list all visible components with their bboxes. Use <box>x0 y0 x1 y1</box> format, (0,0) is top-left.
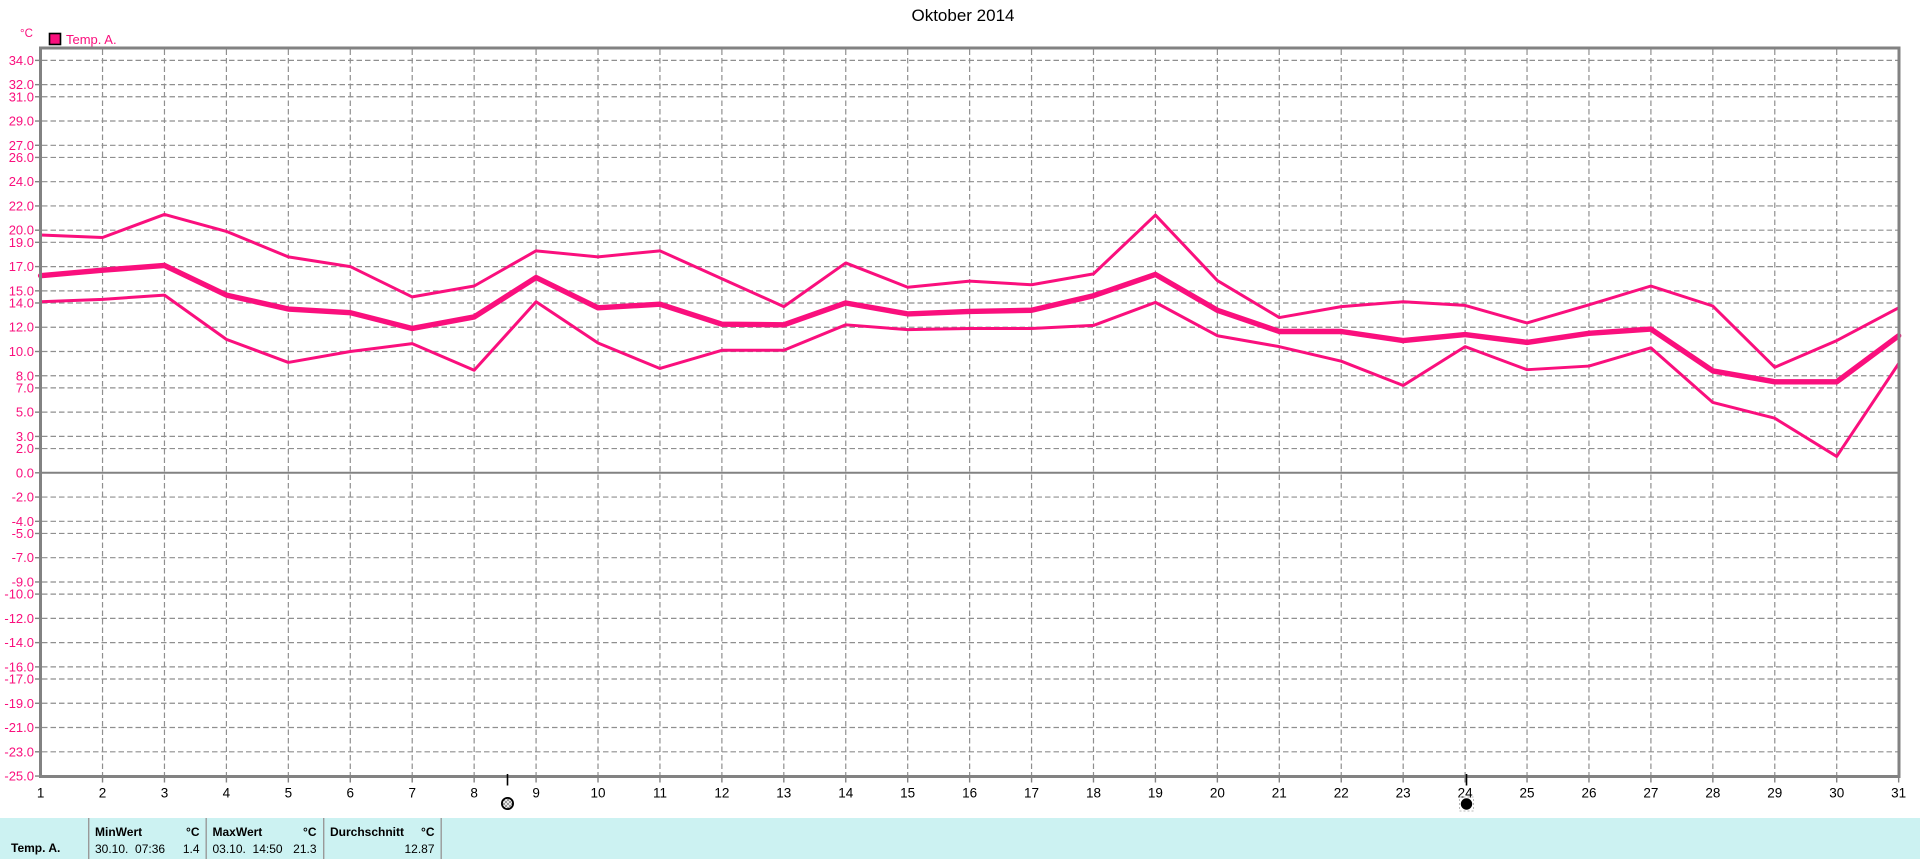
svg-text:-12.0: -12.0 <box>4 611 34 626</box>
svg-text:31.0: 31.0 <box>9 89 34 104</box>
svg-text:10.0: 10.0 <box>9 344 34 359</box>
svg-text:8: 8 <box>470 786 478 801</box>
svg-text:MinWert: MinWert <box>95 825 142 839</box>
svg-text:12.87: 12.87 <box>404 842 434 856</box>
svg-text:29.0: 29.0 <box>9 114 34 129</box>
svg-text:°C: °C <box>186 825 200 839</box>
svg-text:8.0: 8.0 <box>16 368 34 383</box>
svg-text:10: 10 <box>590 786 605 801</box>
svg-text:1: 1 <box>37 786 45 801</box>
svg-text:-2.0: -2.0 <box>12 490 34 505</box>
svg-text:°C: °C <box>20 28 33 40</box>
svg-text:-9.0: -9.0 <box>12 574 34 589</box>
svg-text:5: 5 <box>285 786 293 801</box>
svg-text:°C: °C <box>303 825 317 839</box>
svg-text:22: 22 <box>1334 786 1349 801</box>
svg-text:27: 27 <box>1643 786 1658 801</box>
svg-text:19.0: 19.0 <box>9 235 34 250</box>
svg-text:12: 12 <box>714 786 729 801</box>
svg-text:29: 29 <box>1767 786 1782 801</box>
svg-text:4: 4 <box>223 786 231 801</box>
svg-text:17: 17 <box>1024 786 1039 801</box>
svg-text:03.10. 14:50: 03.10. 14:50 <box>213 842 283 856</box>
svg-text:9: 9 <box>532 786 540 801</box>
svg-text:-21.0: -21.0 <box>4 720 34 735</box>
svg-text:24.0: 24.0 <box>9 174 34 189</box>
svg-text:6: 6 <box>347 786 355 801</box>
svg-text:16: 16 <box>962 786 977 801</box>
svg-text:31: 31 <box>1891 786 1906 801</box>
svg-text:25: 25 <box>1520 786 1535 801</box>
svg-text:-25.0: -25.0 <box>4 769 34 784</box>
svg-text:26.0: 26.0 <box>9 150 34 165</box>
svg-text:15.0: 15.0 <box>9 283 34 298</box>
svg-text:26: 26 <box>1581 786 1596 801</box>
svg-text:14.0: 14.0 <box>9 295 34 310</box>
svg-text:7.0: 7.0 <box>16 380 34 395</box>
svg-text:2: 2 <box>99 786 107 801</box>
svg-text:-23.0: -23.0 <box>4 744 34 759</box>
svg-text:21: 21 <box>1272 786 1287 801</box>
svg-text:Temp. A.: Temp. A. <box>11 841 60 855</box>
svg-text:3.0: 3.0 <box>16 429 34 444</box>
svg-text:-16.0: -16.0 <box>4 659 34 674</box>
svg-text:°C: °C <box>421 825 435 839</box>
svg-text:34.0: 34.0 <box>9 53 34 68</box>
svg-text:0.0: 0.0 <box>16 465 34 480</box>
svg-text:Temp. A.: Temp. A. <box>66 32 117 47</box>
svg-text:-5.0: -5.0 <box>12 526 34 541</box>
svg-text:22.0: 22.0 <box>9 198 34 213</box>
svg-text:27.0: 27.0 <box>9 138 34 153</box>
svg-text:-10.0: -10.0 <box>4 587 34 602</box>
svg-text:32.0: 32.0 <box>9 77 34 92</box>
svg-text:14: 14 <box>838 786 854 801</box>
svg-text:5.0: 5.0 <box>16 405 34 420</box>
svg-text:7: 7 <box>408 786 416 801</box>
svg-text:1.4: 1.4 <box>183 842 200 856</box>
svg-text:-19.0: -19.0 <box>4 696 34 711</box>
svg-text:-17.0: -17.0 <box>4 672 34 687</box>
svg-text:MaxWert: MaxWert <box>213 825 263 839</box>
svg-text:Oktober 2014: Oktober 2014 <box>911 6 1014 25</box>
svg-text:12.0: 12.0 <box>9 320 34 335</box>
svg-text:-14.0: -14.0 <box>4 635 34 650</box>
svg-text:13: 13 <box>776 786 791 801</box>
svg-text:11: 11 <box>653 786 667 801</box>
svg-text:28: 28 <box>1705 786 1720 801</box>
svg-text:30: 30 <box>1829 786 1844 801</box>
svg-text:23: 23 <box>1396 786 1411 801</box>
svg-text:-7.0: -7.0 <box>12 550 34 565</box>
svg-text:Durchschnitt: Durchschnitt <box>330 825 404 839</box>
svg-text:24: 24 <box>1458 786 1474 801</box>
svg-text:20.0: 20.0 <box>9 223 34 238</box>
svg-text:21.3: 21.3 <box>293 842 317 856</box>
svg-text:17.0: 17.0 <box>9 259 34 274</box>
svg-text:-4.0: -4.0 <box>12 514 34 529</box>
svg-text:15: 15 <box>900 786 915 801</box>
svg-text:20: 20 <box>1210 786 1225 801</box>
svg-text:19: 19 <box>1148 786 1163 801</box>
svg-text:30.10. 07:36: 30.10. 07:36 <box>95 842 165 856</box>
svg-text:18: 18 <box>1086 786 1101 801</box>
svg-text:3: 3 <box>161 786 169 801</box>
svg-text:2.0: 2.0 <box>16 441 34 456</box>
